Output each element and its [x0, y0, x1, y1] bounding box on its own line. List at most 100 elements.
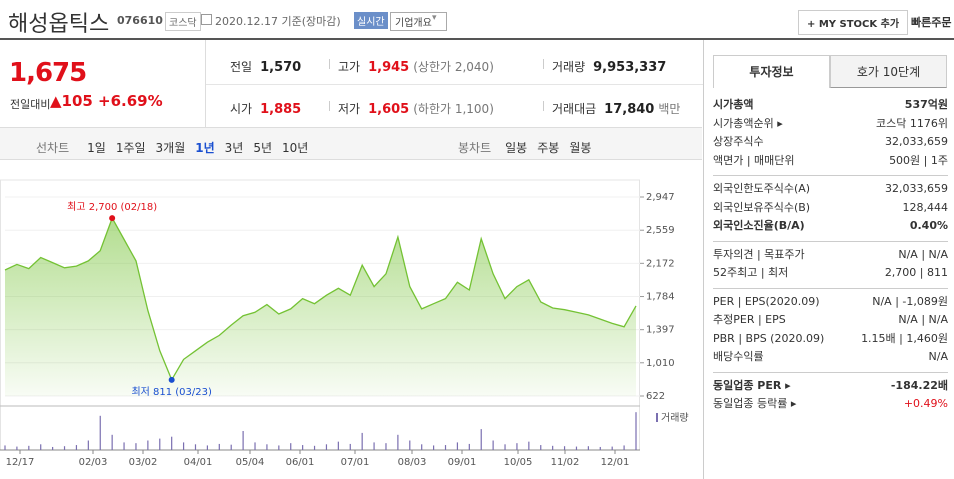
x-tick-label: 08/03: [398, 457, 427, 468]
stat-label: 저가: [338, 102, 361, 116]
stock-name: 해성옵틱스: [8, 12, 110, 37]
volume-bar: [171, 436, 173, 450]
stat-label: 고가: [338, 60, 361, 74]
info-label: 액면가 | 매매단위: [713, 153, 795, 167]
stat-value: 1,885: [260, 102, 302, 117]
volume-bar: [182, 442, 185, 450]
info-label: 투자의견 | 목표주가: [713, 247, 805, 261]
info-value: N/A | N/A: [898, 247, 948, 261]
volume-bar: [409, 440, 411, 450]
price-divider: [205, 40, 206, 127]
overview-button[interactable]: 기업개요: [390, 12, 447, 31]
x-tick-label: 03/02: [129, 457, 158, 468]
period-tab[interactable]: 5년: [253, 141, 273, 155]
volume-bar: [552, 445, 554, 450]
stat-label: 전일: [230, 60, 253, 74]
volume-bar: [242, 431, 244, 450]
volume-bar: [302, 445, 304, 450]
info-value: 128,444: [902, 200, 949, 214]
low-marker: [168, 376, 175, 383]
stat-sep: [543, 101, 544, 111]
x-tick-label: 04/01: [184, 457, 213, 468]
period-tab[interactable]: 1일: [87, 141, 106, 155]
header-divider: [0, 38, 954, 40]
info-row: 52주최고 | 최저 2,700 | 811: [713, 264, 948, 283]
price-chart: 2,947 2,559 2,172 1,784 1,397 1,010 622 최고 2,70…: [0, 179, 689, 468]
mystock-button[interactable]: + MY STOCK 추가: [798, 10, 909, 35]
volume-bar: [4, 445, 6, 450]
volume-bar: [540, 445, 542, 450]
stat-sep: [329, 59, 330, 69]
info-label: 추정PER | EPS: [713, 313, 786, 326]
stat-note: (하한가 1,100): [413, 102, 494, 116]
info-row: 동일업종 PER ▸ -184.22배: [713, 377, 948, 396]
volume-bar: [421, 444, 423, 450]
volume-bar: [361, 432, 363, 450]
x-tick-label: 12/17: [6, 457, 35, 468]
period-tab[interactable]: 10년: [282, 141, 309, 155]
volume-bar: [99, 415, 101, 450]
x-tick-label: 07/01: [341, 457, 370, 468]
volume-bar: [40, 444, 42, 450]
y-tick-label: 1,397: [646, 325, 675, 336]
info-value: 32,033,659: [885, 135, 948, 148]
line-tabs: 선차트 1일 1주일 3개월 1년 3년 5년 10년: [36, 137, 318, 156]
volume-bar: [575, 446, 578, 450]
current-price: 1,675: [9, 58, 87, 88]
volume-bar: [528, 441, 530, 450]
stock-code: 076610: [117, 14, 163, 27]
period-tab[interactable]: 3년: [224, 141, 244, 155]
quick-order[interactable]: 빠른주문: [911, 16, 952, 29]
info-row: PER | EPS(2020.09) N/A | -1,089원: [713, 293, 948, 312]
candle-tab[interactable]: 주봉: [537, 141, 560, 155]
stat-value: 1,945: [368, 60, 410, 75]
volume-bar: [75, 445, 78, 450]
info-value: 2,700 | 811: [884, 266, 948, 279]
y-tick-label: 2,947: [646, 192, 675, 203]
price-line: [4, 216, 637, 382]
stat-value: 17,840: [604, 102, 655, 117]
x-tick-label: 10/05: [504, 457, 533, 468]
volume-bar: [290, 443, 292, 450]
info-value: 500원 | 1주: [889, 153, 948, 167]
period-tabs: 선차트 1일 1주일 3개월 1년 3년 5년 10년 봉차트 일봉 주봉 월봉: [0, 127, 702, 160]
info-panel: 시가총액 537억원 시가총액순위 ▸ 코스닥 1176위 상장주식수 32,033,65…: [713, 92, 948, 419]
stat: 거래대금 17,840 백만: [552, 98, 680, 117]
x-tick-label: 02/03: [79, 457, 108, 468]
market-badge: 코스닥: [165, 12, 201, 31]
change-rate: +6.69%: [98, 92, 163, 110]
period-tab[interactable]: 3개월: [155, 141, 186, 155]
volume-bar: [111, 434, 113, 450]
volume-legend-icon: [656, 413, 658, 422]
period-tab[interactable]: 1주일: [115, 141, 146, 155]
info-row: 동일업종 등락률 ▸ +0.49%: [713, 395, 948, 414]
volume-bar: [28, 445, 30, 450]
info-row: 투자의견 | 목표주가 N/A | N/A: [713, 246, 948, 265]
volume-bar: [159, 438, 161, 450]
info-label: 동일업종 PER ▸: [713, 378, 791, 392]
volume-bar: [337, 441, 339, 450]
volume-bar: [492, 440, 494, 450]
info-value: -184.22배: [890, 378, 948, 392]
info-value: N/A | -1,089원: [872, 294, 948, 308]
x-tick-label: 06/01: [286, 457, 315, 468]
info-tab[interactable]: 투자정보: [713, 55, 830, 88]
volume-bar: [433, 445, 435, 450]
volume-bar: [504, 444, 506, 450]
volume-bar: [254, 442, 256, 450]
info-label: 시가총액순위 ▸: [713, 116, 783, 130]
period-tab[interactable]: 1년: [195, 141, 215, 155]
realtime-badge[interactable]: 실시간: [354, 12, 388, 29]
volume-bar: [16, 446, 18, 450]
volume-bar: [635, 412, 637, 450]
info-label: 동일업종 등락률 ▸: [713, 397, 797, 410]
volume-bar: [278, 445, 280, 450]
stat-note: (상한가 2,040): [413, 60, 494, 74]
info-tab[interactable]: 호가 10단계: [830, 55, 947, 88]
candle-tab[interactable]: 일봉: [505, 141, 528, 155]
candle-tab[interactable]: 월봉: [569, 141, 592, 155]
x-tick-label: 11/02: [551, 457, 580, 468]
volume-bar: [147, 440, 149, 450]
